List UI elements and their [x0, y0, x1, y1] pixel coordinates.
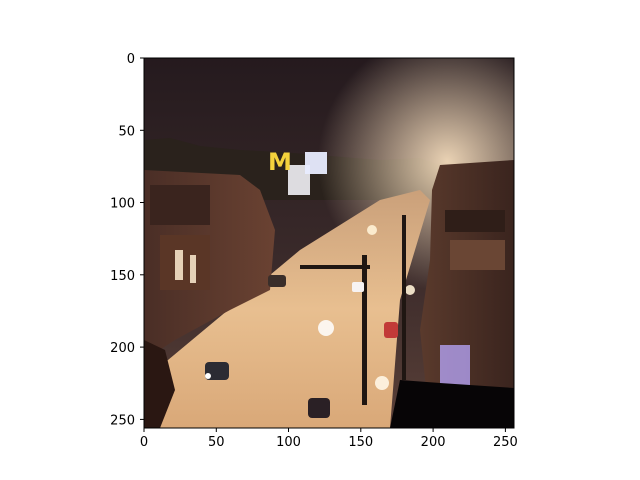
axes-frame	[143, 57, 515, 429]
y-tick-label: 0	[127, 52, 135, 67]
y-tick-label: 200	[110, 341, 135, 356]
x-tick-label: 0	[140, 435, 148, 450]
y-tick-label: 150	[110, 269, 135, 284]
y-tick-label: 250	[110, 413, 135, 428]
sign-text: M	[268, 148, 292, 176]
x-tick-label: 250	[493, 435, 518, 450]
x-tick-label: 100	[276, 435, 301, 450]
x-tick-label: 50	[208, 435, 225, 450]
y-tick-label: 50	[118, 124, 135, 139]
x-axis: 0 50 100 150 200 250	[140, 428, 518, 450]
y-tick-label: 100	[110, 197, 135, 212]
x-tick-label: 200	[421, 435, 446, 450]
x-tick-label: 150	[348, 435, 373, 450]
photo-image: M	[144, 58, 514, 428]
y-axis: 0 50 100 150 200 250	[110, 52, 144, 428]
